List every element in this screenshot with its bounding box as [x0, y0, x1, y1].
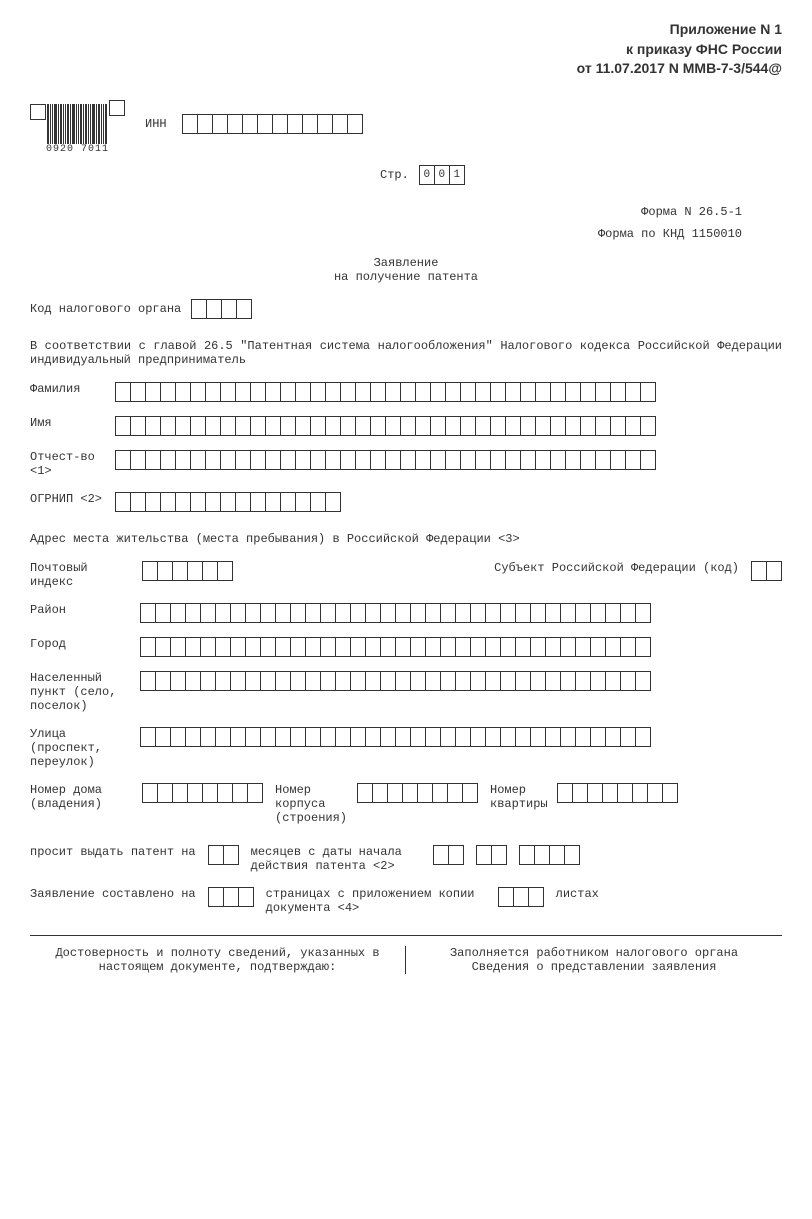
header-block: Приложение N 1 к приказу ФНС России от 1… [30, 20, 782, 79]
pages-text-1: Заявление составлено на [30, 887, 196, 901]
bottom-right-2: Сведения о представлении заявления [416, 960, 772, 974]
inn-label: ИНН [145, 117, 167, 131]
form-knd: Форма по КНД 1150010 [30, 227, 742, 241]
page-label: Стр. [380, 168, 409, 182]
street-row: Улица (проспект, переулок) [30, 727, 782, 769]
date-year-cells[interactable] [519, 845, 580, 865]
page-row: Стр. 001 [380, 165, 782, 185]
tax-code-row: Код налогового органа [30, 299, 782, 319]
tax-code-cells[interactable] [191, 299, 252, 319]
copies-cells[interactable] [498, 887, 544, 907]
house-label: Номер дома (владения) [30, 783, 130, 811]
name-label: Имя [30, 416, 105, 430]
city-label: Город [30, 637, 130, 651]
patent-request-row: просит выдать патент на месяцев с даты н… [30, 845, 782, 873]
intro-paragraph: В соответствии с главой 26.5 "Патентная … [30, 339, 782, 367]
patronymic-label: Отчест-во <1> [30, 450, 105, 478]
building-cells[interactable] [357, 783, 478, 803]
header-line-1: Приложение N 1 [30, 20, 782, 40]
top-row: 0920 7011 ИНН [30, 104, 782, 155]
house-cells[interactable] [142, 783, 263, 803]
city-row: Город [30, 637, 782, 657]
subject-cells[interactable] [751, 561, 782, 581]
flat-label: Номер квартиры [490, 783, 545, 811]
postcode-subject-row: Почтовый индекс Субъект Российской Федер… [30, 561, 782, 589]
patronymic-cells[interactable] [115, 450, 656, 470]
postcode-label: Почтовый индекс [30, 561, 130, 589]
barcode: 0920 7011 [46, 104, 109, 155]
street-cells[interactable] [140, 727, 651, 747]
name-row: Имя [30, 416, 782, 436]
building-label: Номер корпуса (строения) [275, 783, 345, 825]
header-line-2: к приказу ФНС России [30, 40, 782, 60]
date-month-cells[interactable] [476, 845, 507, 865]
bottom-right-col: Заполняется работником налогового органа… [406, 946, 782, 974]
district-label: Район [30, 603, 130, 617]
form-number: Форма N 26.5-1 [30, 205, 742, 219]
form-title: Заявление на получение патента [30, 256, 782, 284]
header-line-3: от 11.07.2017 N ММВ-7-3/544@ [30, 59, 782, 79]
pages-text-3: листах [556, 887, 599, 901]
postcode-cells[interactable] [142, 561, 233, 581]
surname-row: Фамилия [30, 382, 782, 402]
settlement-label: Населенный пункт (село, поселок) [30, 671, 130, 713]
address-header: Адрес места жительства (места пребывания… [30, 532, 782, 546]
patent-req-text-2: месяцев с даты начала действия патента <… [251, 845, 421, 873]
square-left [30, 104, 46, 120]
barcode-text: 0920 7011 [46, 144, 109, 155]
inn-row: ИНН [145, 114, 363, 134]
bottom-right-1: Заполняется работником налогового органа [416, 946, 772, 960]
inn-cells[interactable] [182, 114, 363, 134]
street-label: Улица (проспект, переулок) [30, 727, 130, 769]
ogrnip-cells[interactable] [115, 492, 341, 512]
barcode-block: 0920 7011 [30, 104, 125, 155]
district-cells[interactable] [140, 603, 651, 623]
patronymic-row: Отчест-во <1> [30, 450, 782, 478]
pages-row: Заявление составлено на страницах с прил… [30, 887, 782, 915]
house-building-flat-row: Номер дома (владения) Номер корпуса (стр… [30, 783, 782, 825]
bottom-left-col: Достоверность и полноту сведений, указан… [30, 946, 406, 974]
settlement-cells[interactable] [140, 671, 651, 691]
square-right [109, 100, 125, 116]
ogrnip-row: ОГРНИП <2> [30, 492, 782, 512]
settlement-row: Населенный пункт (село, поселок) [30, 671, 782, 713]
title-line-1: Заявление [30, 256, 782, 270]
patent-months-cells[interactable] [208, 845, 239, 865]
pages-text-2: страницах с приложением копии документа … [266, 887, 486, 915]
surname-label: Фамилия [30, 382, 105, 396]
flat-cells[interactable] [557, 783, 678, 803]
pages-cells[interactable] [208, 887, 254, 907]
city-cells[interactable] [140, 637, 651, 657]
subject-label: Субъект Российской Федерации (код) [494, 561, 739, 575]
divider-line [30, 935, 782, 936]
name-cells[interactable] [115, 416, 656, 436]
bottom-columns: Достоверность и полноту сведений, указан… [30, 946, 782, 974]
ogrnip-label: ОГРНИП <2> [30, 492, 105, 506]
page-cells: 001 [419, 165, 465, 185]
patent-req-text-1: просит выдать патент на [30, 845, 196, 859]
surname-cells[interactable] [115, 382, 656, 402]
district-row: Район [30, 603, 782, 623]
title-line-2: на получение патента [30, 270, 782, 284]
tax-code-label: Код налогового органа [30, 302, 181, 316]
date-day-cells[interactable] [433, 845, 464, 865]
